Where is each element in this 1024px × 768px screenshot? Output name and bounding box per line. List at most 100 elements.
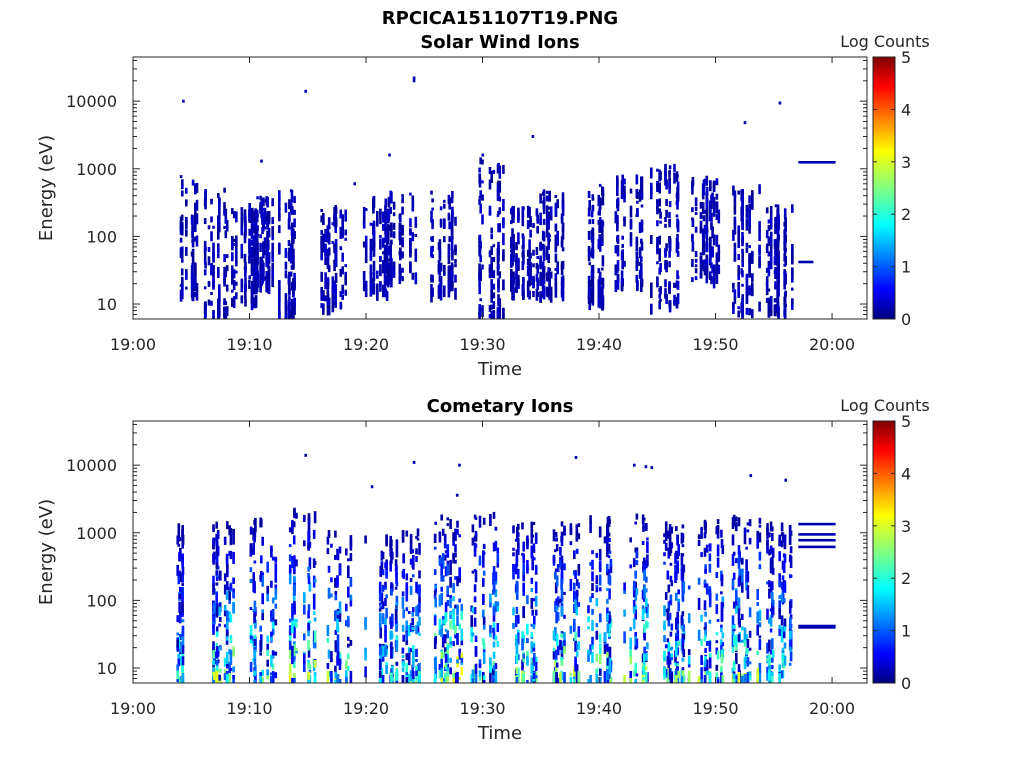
- spectrogram-cell: [228, 589, 231, 601]
- spectrogram-cell: [330, 543, 333, 548]
- spectrogram-cell: [446, 517, 450, 521]
- spectrogram-cell: [243, 234, 247, 244]
- spectrogram-cell: [293, 297, 296, 303]
- spectrogram-cell: [703, 259, 707, 269]
- spectrogram-cell: [225, 306, 229, 315]
- spectrogram-cell: [545, 272, 549, 282]
- spectrogram-cell: [384, 211, 387, 221]
- spectrogram-cell: [656, 245, 659, 255]
- spectrogram-cell: [645, 576, 648, 583]
- spectrogram-cell: [251, 207, 254, 220]
- spectrogram-cell: [248, 213, 251, 219]
- spectrogram-cell: [223, 225, 226, 229]
- spectrogram-cell: [212, 575, 215, 586]
- data-point: [182, 99, 185, 103]
- spectrogram-cell: [748, 661, 752, 665]
- spectrogram-cell: [449, 594, 452, 598]
- spectrogram-cell: [636, 257, 639, 267]
- spectrogram-cell: [789, 614, 793, 620]
- spectrogram-cell: [378, 643, 382, 647]
- spectrogram-cell: [489, 671, 492, 683]
- spectrogram-cell: [715, 252, 719, 264]
- spectrogram-cell: [665, 294, 668, 304]
- spectrogram-cell: [545, 195, 549, 202]
- spectrogram-cell: [217, 222, 220, 230]
- spectrogram-cell: [670, 653, 674, 661]
- spectrogram-cell: [547, 237, 550, 250]
- spectrogram-cell: [515, 556, 519, 567]
- spectrogram-cell: [362, 206, 366, 217]
- spectrogram-cell: [451, 191, 454, 198]
- spectrogram-cell: [666, 530, 670, 539]
- spectrogram-cell: [598, 234, 601, 242]
- spectrogram-cell: [344, 289, 347, 296]
- spectrogram-cell: [682, 581, 686, 594]
- spectrogram-cell: [663, 561, 666, 565]
- spectrogram-cell: [456, 659, 459, 664]
- spectrogram-cell: [411, 272, 415, 280]
- spectrogram-cell: [607, 543, 611, 553]
- spectrogram-cell: [261, 227, 264, 234]
- spectrogram-cell: [512, 547, 515, 551]
- spectrogram-cell: [266, 211, 269, 219]
- spectrogram-cell: [769, 217, 773, 230]
- spectrogram-cell: [271, 270, 274, 279]
- spectrogram-cell: [623, 675, 626, 683]
- spectrogram-cell: [497, 294, 500, 307]
- spectrogram-cell: [778, 551, 781, 562]
- spectrogram-cell: [387, 251, 390, 256]
- spectrogram-cell: [244, 277, 247, 290]
- spectrogram-cell: [656, 220, 659, 227]
- spectrogram-cell: [765, 297, 769, 303]
- spectrogram-cell: [179, 572, 182, 583]
- spectrogram-cell: [292, 284, 295, 296]
- spectrogram-cell: [547, 217, 550, 230]
- spectrogram-cell: [240, 282, 244, 288]
- spectrogram-cell: [756, 602, 759, 606]
- spectrogram-cell: [369, 264, 373, 276]
- spectrogram-cell: [675, 574, 678, 581]
- spectrogram-cell: [390, 275, 393, 288]
- spectrogram-cell: [482, 559, 485, 568]
- spectrogram-cell: [521, 638, 524, 651]
- spectrogram-cell: [489, 666, 492, 673]
- spectrogram-cell: [471, 678, 475, 683]
- spectrogram-cell: [677, 598, 680, 602]
- spectrogram-cell: [748, 537, 752, 541]
- spectrogram-cell: [449, 657, 452, 663]
- spectrogram-cell: [555, 598, 558, 606]
- spectrogram-cell: [591, 571, 594, 582]
- spectrogram-cell: [598, 241, 601, 245]
- spectrogram-cell: [658, 303, 661, 307]
- spectrogram-cell: [640, 189, 644, 198]
- spectrogram-cell: [381, 601, 385, 610]
- spectrogram-cell: [248, 279, 251, 289]
- spectrogram-cell: [232, 528, 235, 535]
- spectrogram-cell: [333, 244, 336, 254]
- spectrogram-cell: [598, 271, 602, 279]
- spectrogram-cell: [458, 648, 461, 660]
- x-tick-label: 19:20: [343, 699, 389, 718]
- spectrogram-cell: [471, 537, 475, 546]
- spectrogram-cell: [446, 560, 450, 566]
- spectrogram-cell: [411, 201, 415, 208]
- spectrogram-cell: [737, 310, 740, 318]
- spectrogram-cell: [307, 604, 311, 612]
- spectrogram-cell: [687, 664, 691, 668]
- spectrogram-cell: [471, 632, 475, 637]
- spectrogram-cell: [415, 676, 418, 683]
- spectrogram-cell: [716, 525, 720, 533]
- spectrogram-cell: [515, 274, 518, 284]
- spectrogram-cell: [676, 250, 680, 257]
- spectrogram-cell: [320, 286, 323, 294]
- spectrogram-cell: [401, 596, 405, 609]
- spectrogram-cell: [381, 584, 385, 592]
- spectrogram-cell: [176, 670, 179, 682]
- spectrogram-cell: [532, 647, 536, 652]
- spectrogram-cell: [703, 667, 707, 672]
- spectrogram-cell: [390, 673, 393, 683]
- spectrogram-cell: [705, 259, 709, 268]
- spectrogram-cell: [556, 261, 559, 268]
- spectrogram-cell: [560, 659, 564, 666]
- spectrogram-cell: [791, 277, 794, 283]
